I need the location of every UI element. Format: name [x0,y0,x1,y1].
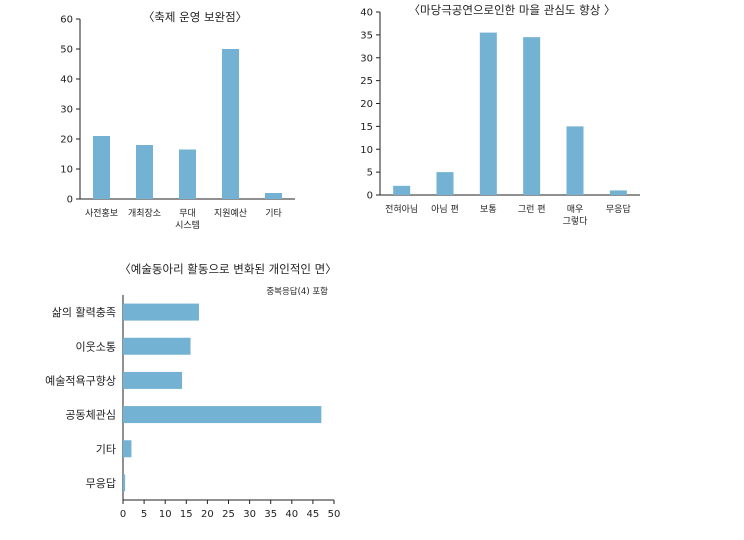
y-tick-label: 공동체관심 [65,409,116,422]
bar [609,190,627,195]
y-tick-label: 20 [360,99,373,110]
bar [123,406,322,424]
bar [566,126,584,195]
bar [179,149,196,199]
x-tick-label: 무응답 [606,203,631,215]
y-tick-label: 5 [367,168,373,179]
x-tick-label: 사전홍보 [85,207,118,219]
y-tick-label: 10 [360,145,373,156]
y-tick-label: 40 [360,8,373,19]
x-tick-label: 지원예산 [214,208,247,219]
y-tick-label: 0 [367,191,373,202]
bar [93,136,110,199]
y-tick-label: 40 [60,75,73,86]
y-tick-label: 예술적욕구향상 [45,374,116,387]
x-tick-label: 무대 시스템 [175,208,200,231]
bar [123,371,183,389]
x-tick-label: 그런 편 [518,203,546,215]
bar [436,172,454,195]
bar [393,185,411,195]
x-tick-label: 50 [328,509,341,520]
x-tick-label: 5 [141,509,147,520]
y-tick-label: 삶의 활력충족 [52,305,116,319]
y-tick-label: 15 [360,122,373,133]
x-tick-label: 35 [264,509,277,520]
chart-village-interest: 〈마당극공연으로인한 마을 관심도 향상 〉 0 5 10 15 20 25 30 35 40 전… [360,3,640,227]
bar [479,32,497,196]
y-tick-label: 10 [60,165,73,176]
x-tick-label: 30 [243,509,256,520]
y-tick-label: 무응답 [86,477,116,490]
x-tick-label: 20 [201,509,214,520]
bar [523,37,541,195]
x-tick-label: 10 [159,509,172,520]
x-tick-label: 보통 [480,204,497,215]
chart-title: 〈축제 운영 보완점〉 [143,10,247,24]
bar [123,303,199,321]
x-tick-label: 0 [120,509,126,520]
x-tick-label: 45 [307,509,320,520]
bar [222,49,239,199]
y-tick-label: 20 [60,135,73,146]
x-tick-label: 개최장소 [128,208,161,219]
bar [123,337,191,355]
bar [123,440,132,458]
bar [123,474,126,492]
x-tick-label: 아님 편 [431,203,459,215]
chart-note: 중복응답(4) 포함 [266,286,328,297]
bar [136,145,153,199]
x-tick-label: 25 [222,509,235,520]
y-tick-label: 기타 [96,443,116,456]
x-tick-label: 40 [285,509,298,520]
bar [265,193,282,199]
y-tick-label: 35 [360,30,373,41]
chart-festival-improvements: 〈축제 운영 보완점〉 0 10 20 30 40 50 60 사전홍보 개최장소 무대 시스템 지원… [60,10,295,231]
y-tick-label: 25 [360,76,373,87]
y-tick-label: 50 [60,45,73,56]
chart-title: 〈예술동아리 활동으로 변화된 개인적인 면〉 [119,262,336,276]
x-tick-label: 기타 [265,208,282,219]
y-tick-label: 0 [67,195,73,206]
y-tick-label: 60 [60,15,73,26]
chart-personal-changes: 〈예술동아리 활동으로 변화된 개인적인 면〉 중복응답(4) 포함 0 5 10 1… [45,262,340,520]
y-tick-label: 이웃소통 [76,340,116,353]
y-tick-label: 30 [360,53,373,64]
x-tick-label: 15 [180,509,193,520]
x-tick-label: 전혀아님 [385,204,418,215]
x-tick-label: 매우 그렇다 [563,204,589,227]
chart-title: 〈마당극공연으로인한 마을 관심도 향상 〉 [409,3,616,17]
y-tick-label: 30 [60,105,73,116]
